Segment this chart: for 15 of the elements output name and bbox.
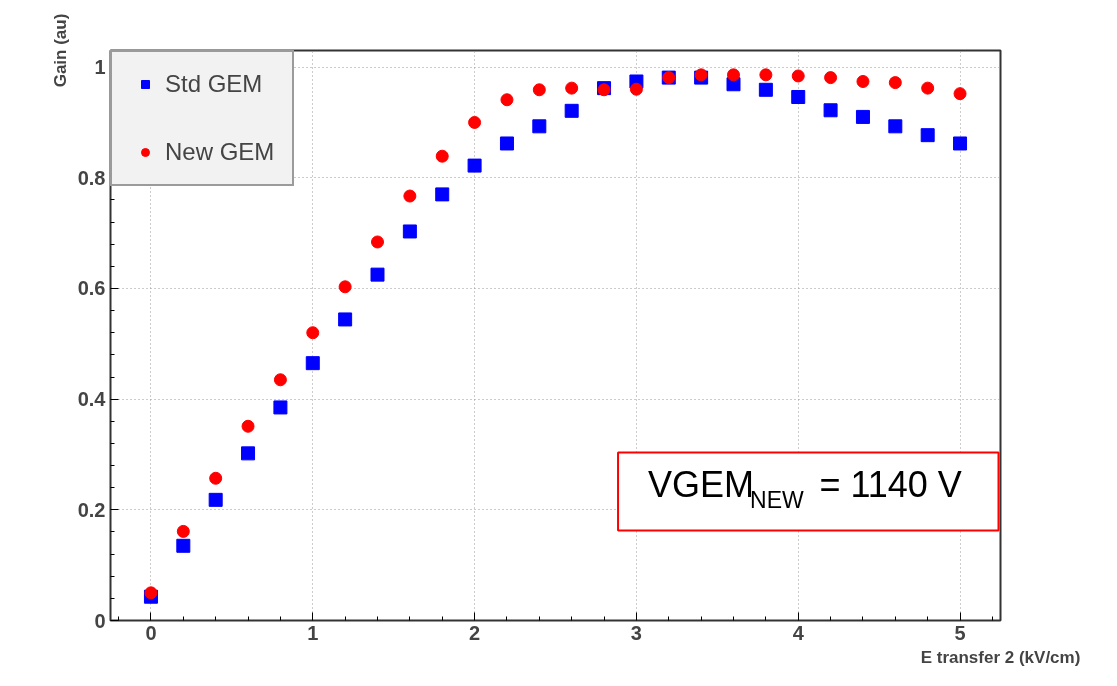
y-tick-label: 0.4: [77, 388, 107, 411]
x-tick-label: 0: [145, 621, 157, 644]
y-tick-label: 0.8: [77, 166, 106, 189]
x-tick-label: 4: [792, 621, 805, 644]
legend-label: Std GEM: [165, 70, 263, 98]
y-tick-label: 1: [94, 56, 106, 79]
x-axis-title: E transfer 2 (kV/cm): [920, 647, 1081, 667]
y-tick-label: 0.6: [77, 277, 106, 300]
y-axis-title: Gain (au): [50, 13, 70, 88]
x-tick-label: 1: [307, 621, 319, 644]
x-tick-label: 3: [630, 621, 642, 644]
x-tick-label: 2: [469, 621, 481, 644]
y-tick-label: 0.2: [77, 498, 106, 521]
legend-label: New GEM: [165, 138, 275, 166]
x-tick-label: 5: [954, 621, 966, 644]
